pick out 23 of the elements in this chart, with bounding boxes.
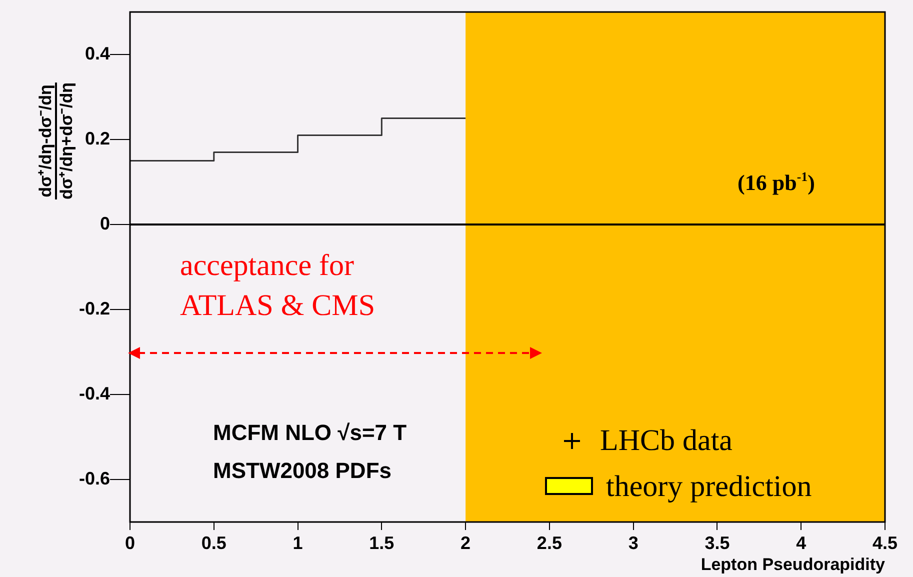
y-tick-label: -0.2	[78, 298, 110, 318]
annotation: MCFM NLO √s=7 T	[213, 420, 408, 445]
x-tick-label: 4	[796, 532, 806, 553]
y-axis-title: dσ⁺/dη-dσ⁻/dη dσ⁺/dη+dσ⁻/dη	[36, 82, 76, 200]
x-tick-label: 2	[460, 532, 471, 553]
x-tick-label: 3	[628, 532, 638, 553]
annotation: acceptance for ATLAS & CMS	[180, 249, 376, 322]
annotation: MSTW2008 PDFs	[213, 458, 392, 483]
y-tick-label: 0.2	[84, 128, 110, 148]
x-tick-label: 0	[124, 532, 136, 553]
y-tick-label: -0.4	[78, 383, 110, 404]
x-tick-label: 2.5	[536, 532, 562, 553]
x-tick-label: 3.5	[704, 532, 730, 553]
y-tick-label: -0.6	[78, 468, 110, 488]
annotation: LHCb data	[600, 424, 732, 457]
y-tick-label: 0.4	[84, 43, 110, 64]
y-tick-label: 0	[100, 213, 110, 234]
x-tick-label: 1	[292, 532, 303, 553]
x-tick-label: 1.5	[369, 532, 394, 553]
annotation: theory prediction	[606, 470, 812, 503]
x-tick-label: 4.5	[872, 532, 898, 553]
x-tick-label: 0.5	[201, 532, 226, 553]
x-axis-title: Lepton Pseudorapidity	[700, 555, 886, 574]
